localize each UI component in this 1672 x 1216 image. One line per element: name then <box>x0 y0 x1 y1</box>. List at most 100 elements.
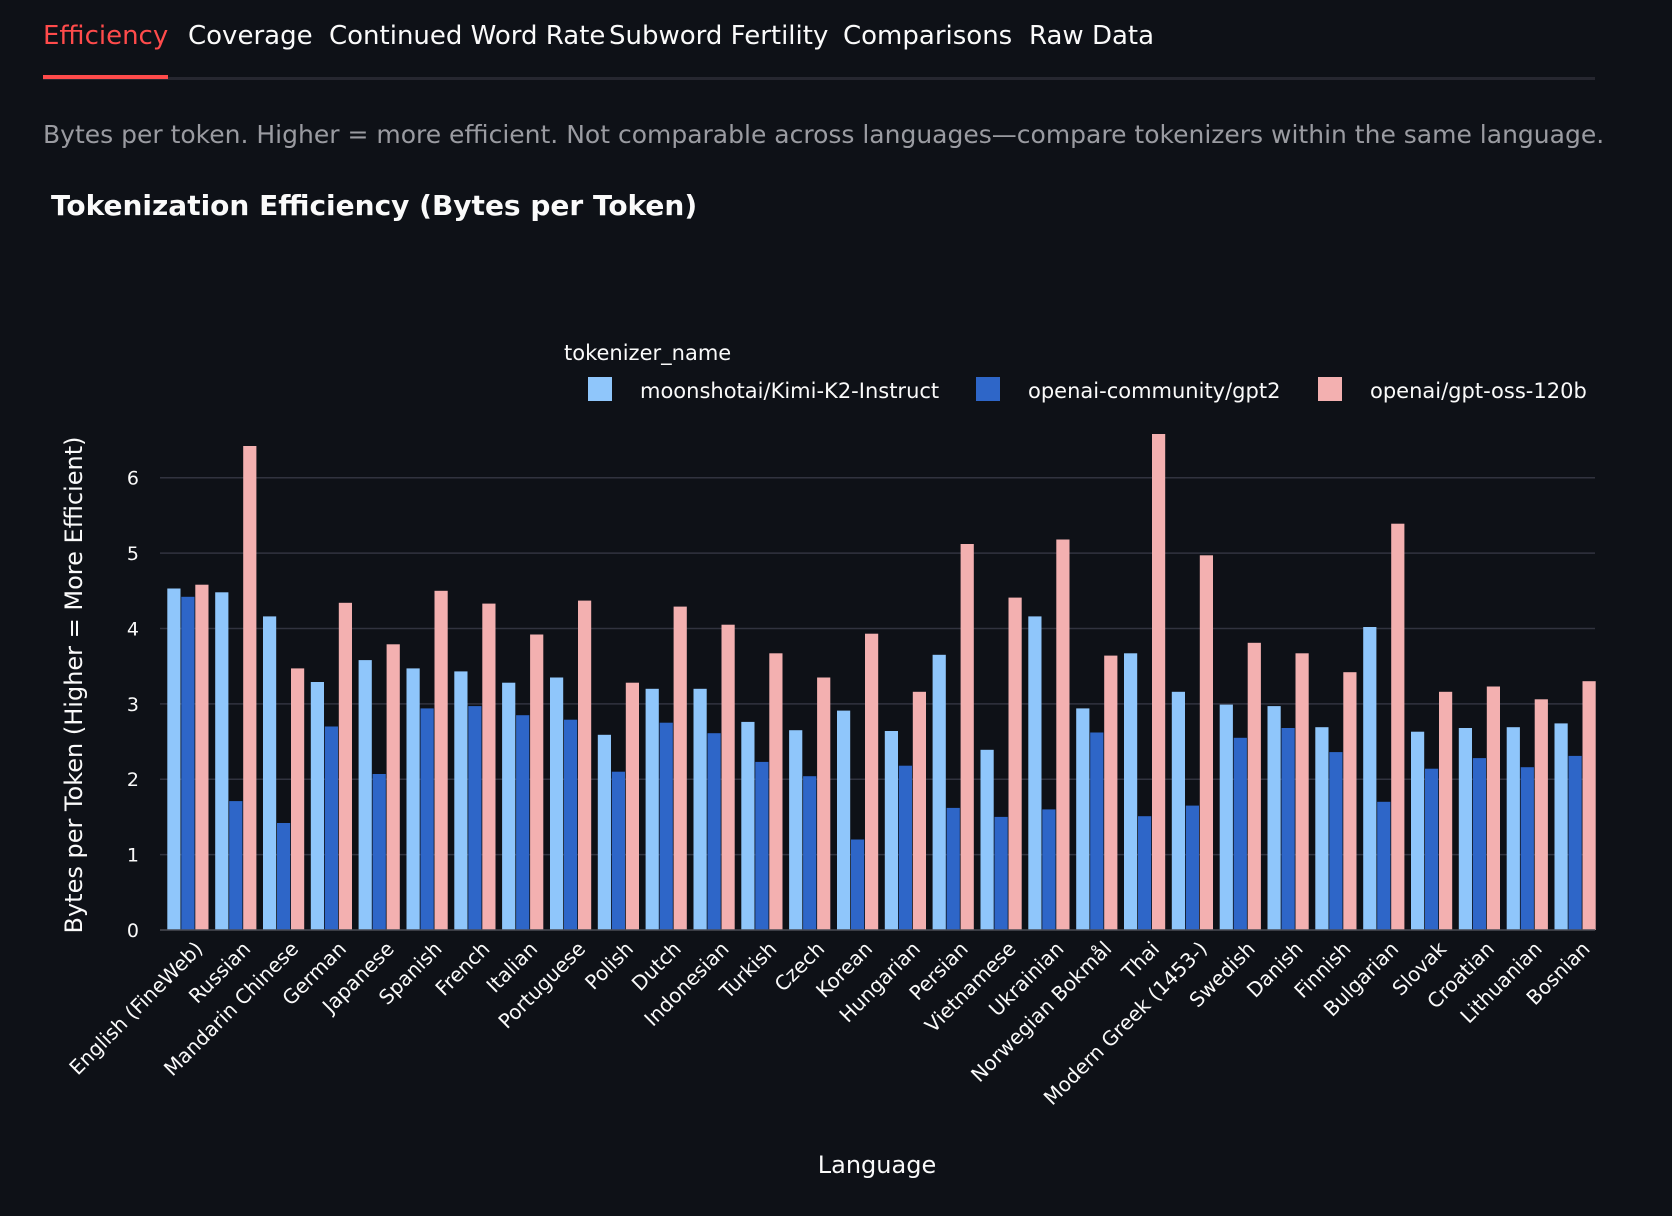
bar <box>1554 723 1568 930</box>
bar <box>372 774 386 930</box>
active-tab-indicator <box>43 75 168 79</box>
bar <box>578 600 592 930</box>
y-tick-label: 5 <box>127 543 139 565</box>
bar <box>1329 752 1343 930</box>
bar <box>898 765 912 930</box>
bar <box>625 682 639 930</box>
bar <box>1185 805 1199 930</box>
bar <box>1056 539 1070 930</box>
bar <box>1090 732 1104 930</box>
bar <box>310 682 324 930</box>
bar <box>1520 767 1534 930</box>
bar <box>1008 597 1022 930</box>
bar <box>215 592 229 930</box>
bar <box>1199 555 1213 930</box>
bar <box>851 839 865 930</box>
bar <box>229 801 243 930</box>
bar <box>1506 727 1520 930</box>
bar <box>1042 809 1056 930</box>
bar <box>789 730 803 930</box>
bar <box>291 668 305 930</box>
bar <box>195 584 209 930</box>
bar <box>277 823 291 930</box>
y-tick-label: 6 <box>127 468 139 490</box>
y-tick-label: 0 <box>127 920 139 942</box>
bar <box>1028 616 1042 930</box>
tab-raw-data[interactable]: Raw Data <box>1029 21 1155 51</box>
y-tick-label: 3 <box>127 694 139 716</box>
bar <box>1534 699 1548 930</box>
bar <box>1425 768 1439 930</box>
bar <box>693 688 707 930</box>
legend-swatch <box>1318 377 1342 401</box>
tab-bar: Efficiency Coverage Continued Word Rate … <box>43 0 1595 80</box>
bar <box>597 734 611 930</box>
tab-continued-word-rate[interactable]: Continued Word Rate <box>329 21 606 51</box>
tab-comparisons[interactable]: Comparisons <box>843 21 1013 51</box>
bar <box>769 653 783 930</box>
legend-title: tokenizer_name <box>564 341 731 366</box>
bar <box>1315 727 1329 930</box>
bar <box>1472 758 1486 930</box>
bar <box>1363 627 1377 930</box>
bar <box>865 633 879 930</box>
bar <box>645 688 659 930</box>
bar <box>1391 523 1405 930</box>
y-tick-label: 2 <box>127 769 139 791</box>
chart-title: Tokenization Efficiency (Bytes per Token… <box>51 189 698 222</box>
bar <box>1267 706 1281 930</box>
bar <box>1568 755 1582 930</box>
chart-caption: Bytes per token. Higher = more efficient… <box>43 120 1605 149</box>
bar <box>980 749 994 930</box>
tab-coverage[interactable]: Coverage <box>188 21 313 51</box>
legend-label: openai-community/gpt2 <box>1028 379 1280 403</box>
bar <box>611 771 625 930</box>
bar <box>960 544 974 930</box>
legend-label: moonshotai/Kimi-K2-Instruct <box>640 379 939 403</box>
tab-subword-fertility[interactable]: Subword Fertility <box>609 21 829 51</box>
bar <box>994 816 1008 930</box>
bar <box>338 602 352 930</box>
bar <box>1104 655 1118 930</box>
legend-swatch <box>588 377 612 401</box>
bar <box>1152 434 1166 930</box>
bar <box>673 606 687 930</box>
bar <box>817 677 831 930</box>
bar <box>755 761 769 930</box>
bar <box>1343 672 1357 930</box>
tab-efficiency[interactable]: Efficiency <box>43 21 169 51</box>
x-tick-label: Polish <box>580 937 638 995</box>
bar <box>1138 816 1152 930</box>
y-axis-title: Bytes per Token (Higher = More Efficient… <box>60 436 88 933</box>
legend-swatch <box>976 377 1000 401</box>
bar <box>406 668 420 930</box>
legend-label: openai/gpt-oss-120b <box>1370 379 1587 403</box>
bar <box>263 616 277 930</box>
bar <box>912 691 926 930</box>
bar <box>516 715 530 930</box>
bar <box>167 588 181 930</box>
bar <box>1458 728 1472 930</box>
bar <box>386 644 400 930</box>
bar <box>1411 731 1425 930</box>
bar <box>530 634 544 930</box>
bar <box>1233 737 1247 930</box>
bar <box>1247 642 1261 930</box>
bar <box>946 807 960 930</box>
bar <box>181 596 195 930</box>
bar <box>1076 708 1090 930</box>
bar <box>502 682 516 930</box>
x-axis-title: Language <box>818 1151 936 1179</box>
bar <box>468 706 482 930</box>
bar <box>1582 681 1596 930</box>
bar <box>482 603 496 930</box>
bar <box>454 671 468 930</box>
bar <box>721 624 735 930</box>
bar <box>1219 704 1233 930</box>
x-tick-label: French <box>430 937 494 1001</box>
bar <box>564 719 578 930</box>
bar <box>1486 686 1500 930</box>
bar <box>659 722 673 930</box>
bar <box>1377 801 1391 930</box>
